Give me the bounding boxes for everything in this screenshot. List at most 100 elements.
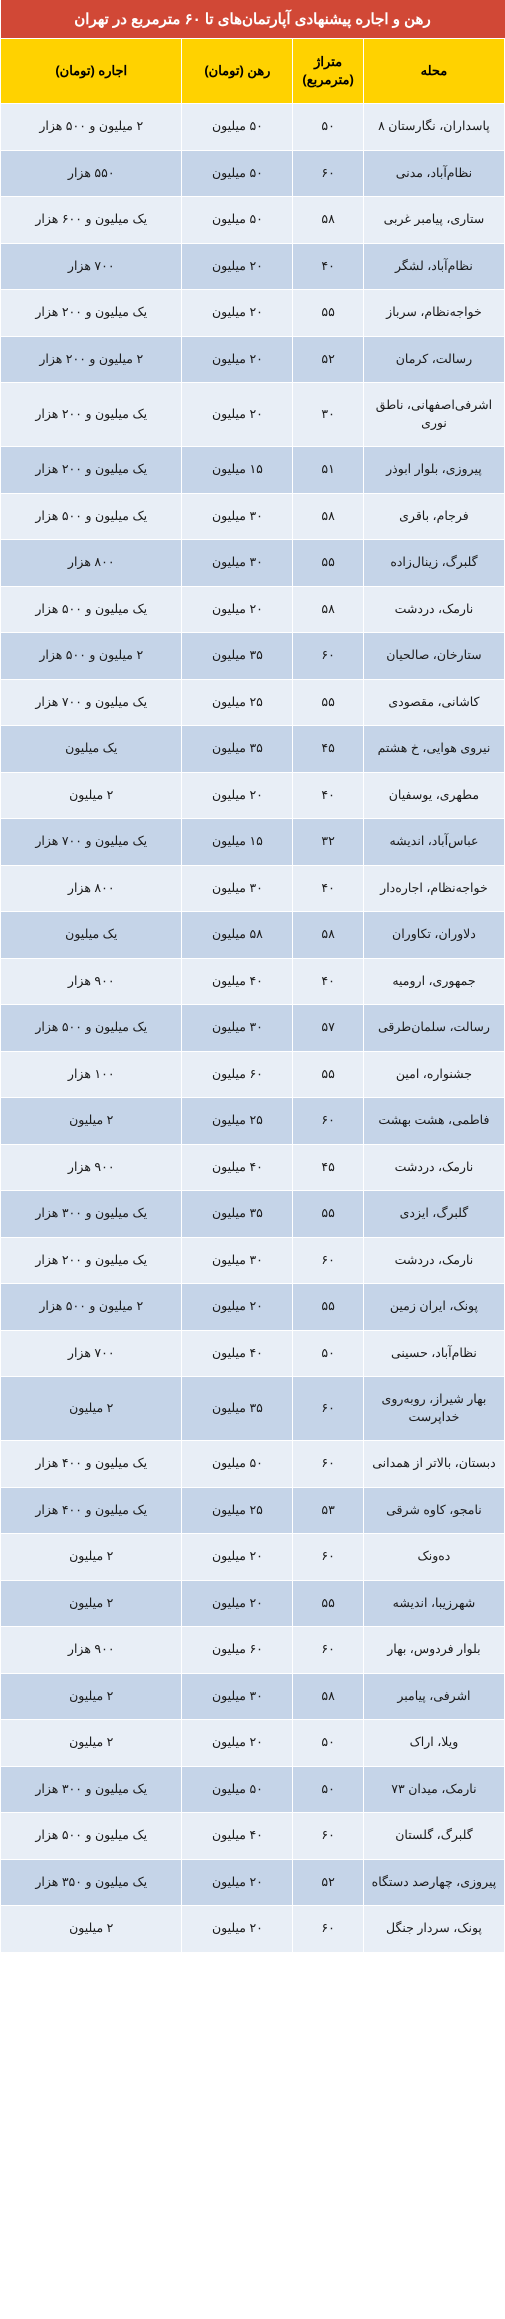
cell-deposit: ۳۵ میلیون bbox=[182, 1377, 293, 1441]
cell-location: شهرزیبا، اندیشه bbox=[363, 1580, 504, 1627]
cell-location: دبستان، بالاتر از همدانی bbox=[363, 1441, 504, 1488]
cell-area: ۴۵ bbox=[293, 726, 364, 773]
table-row: فاطمی، هشت بهشت۶۰۲۵ میلیون۲ میلیون bbox=[1, 1098, 505, 1145]
table-row: جمهوری، ارومیه۴۰۴۰ میلیون۹۰۰ هزار bbox=[1, 958, 505, 1005]
cell-location: نظام‌آباد، حسینی bbox=[363, 1330, 504, 1377]
cell-area: ۵۰ bbox=[293, 104, 364, 151]
cell-location: گلبرگ، گلستان bbox=[363, 1813, 504, 1860]
cell-area: ۵۰ bbox=[293, 1766, 364, 1813]
cell-area: ۵۸ bbox=[293, 493, 364, 540]
cell-location: نیروی هوایی، خ هشتم bbox=[363, 726, 504, 773]
cell-location: ستارخان، صالحیان bbox=[363, 633, 504, 680]
cell-rent: ۷۰۰ هزار bbox=[1, 243, 182, 290]
table-row: پیروزی، چهارصد دستگاه۵۲۲۰ میلیونیک میلیو… bbox=[1, 1859, 505, 1906]
cell-deposit: ۲۰ میلیون bbox=[182, 1859, 293, 1906]
cell-deposit: ۳۰ میلیون bbox=[182, 1005, 293, 1052]
cell-location: پونک، ایران زمین bbox=[363, 1284, 504, 1331]
cell-deposit: ۱۵ میلیون bbox=[182, 819, 293, 866]
table-row: گلبرگ، گلستان۶۰۴۰ میلیونیک میلیون و ۵۰۰ … bbox=[1, 1813, 505, 1860]
cell-area: ۴۰ bbox=[293, 958, 364, 1005]
table-row: پیروزی، بلوار ابوذر۵۱۱۵ میلیونیک میلیون … bbox=[1, 447, 505, 494]
cell-deposit: ۳۵ میلیون bbox=[182, 1191, 293, 1238]
cell-rent: یک میلیون و ۲۰۰ هزار bbox=[1, 383, 182, 447]
cell-location: مطهری، یوسفیان bbox=[363, 772, 504, 819]
table-row: ویلا، اراک۵۰۲۰ میلیون۲ میلیون bbox=[1, 1720, 505, 1767]
table-row: نارمک، دردشت۶۰۳۰ میلیونیک میلیون و ۲۰۰ ه… bbox=[1, 1237, 505, 1284]
cell-rent: ۸۰۰ هزار bbox=[1, 540, 182, 587]
cell-location: خواجه‌نظام، سرباز bbox=[363, 290, 504, 337]
cell-deposit: ۵۰ میلیون bbox=[182, 150, 293, 197]
cell-rent: ۲ میلیون bbox=[1, 1580, 182, 1627]
cell-rent: ۲ میلیون bbox=[1, 1673, 182, 1720]
cell-location: جمهوری، ارومیه bbox=[363, 958, 504, 1005]
cell-area: ۶۰ bbox=[293, 1906, 364, 1953]
cell-deposit: ۴۰ میلیون bbox=[182, 1144, 293, 1191]
cell-area: ۶۰ bbox=[293, 1098, 364, 1145]
cell-deposit: ۵۰ میلیون bbox=[182, 1441, 293, 1488]
cell-location: فرجام، باقری bbox=[363, 493, 504, 540]
table-title: رهن و اجاره پیشنهادی آپارتمان‌های تا ۶۰ … bbox=[1, 0, 505, 39]
cell-deposit: ۳۰ میلیون bbox=[182, 493, 293, 540]
cell-deposit: ۳۵ میلیون bbox=[182, 726, 293, 773]
cell-deposit: ۳۰ میلیون bbox=[182, 540, 293, 587]
cell-deposit: ۵۸ میلیون bbox=[182, 912, 293, 959]
cell-deposit: ۴۰ میلیون bbox=[182, 1813, 293, 1860]
cell-rent: یک میلیون و ۴۰۰ هزار bbox=[1, 1487, 182, 1534]
table-row: اشرفی، پیامبر۵۸۳۰ میلیون۲ میلیون bbox=[1, 1673, 505, 1720]
cell-location: نامجو، کاوه شرقی bbox=[363, 1487, 504, 1534]
cell-rent: یک میلیون و ۶۰۰ هزار bbox=[1, 197, 182, 244]
cell-location: کاشانی، مقصودی bbox=[363, 679, 504, 726]
cell-location: نظام‌آباد، مدنی bbox=[363, 150, 504, 197]
cell-area: ۶۰ bbox=[293, 1237, 364, 1284]
cell-deposit: ۱۵ میلیون bbox=[182, 447, 293, 494]
cell-location: پونک، سردار جنگل bbox=[363, 1906, 504, 1953]
cell-area: ۶۰ bbox=[293, 1441, 364, 1488]
cell-deposit: ۳۰ میلیون bbox=[182, 1673, 293, 1720]
table-row: ده‌ونک۶۰۲۰ میلیون۲ میلیون bbox=[1, 1534, 505, 1581]
cell-deposit: ۲۰ میلیون bbox=[182, 290, 293, 337]
cell-rent: یک میلیون و ۳۰۰ هزار bbox=[1, 1191, 182, 1238]
cell-rent: ۲ میلیون bbox=[1, 1720, 182, 1767]
cell-area: ۳۰ bbox=[293, 383, 364, 447]
cell-rent: ۹۰۰ هزار bbox=[1, 1144, 182, 1191]
cell-deposit: ۲۵ میلیون bbox=[182, 1098, 293, 1145]
table-row: رسالت، سلمان‌طرقی۵۷۳۰ میلیونیک میلیون و … bbox=[1, 1005, 505, 1052]
cell-area: ۵۸ bbox=[293, 197, 364, 244]
header-deposit: رهن (تومان) bbox=[182, 39, 293, 104]
cell-deposit: ۲۰ میلیون bbox=[182, 586, 293, 633]
cell-location: دلاوران، تکاوران bbox=[363, 912, 504, 959]
cell-location: اشرفی، پیامبر bbox=[363, 1673, 504, 1720]
cell-rent: ۲ میلیون bbox=[1, 1534, 182, 1581]
cell-deposit: ۶۰ میلیون bbox=[182, 1627, 293, 1674]
table-row: بلوار فردوس، بهار۶۰۶۰ میلیون۹۰۰ هزار bbox=[1, 1627, 505, 1674]
table-row: شهرزیبا، اندیشه۵۵۲۰ میلیون۲ میلیون bbox=[1, 1580, 505, 1627]
cell-rent: یک میلیون و ۵۰۰ هزار bbox=[1, 1813, 182, 1860]
cell-area: ۵۵ bbox=[293, 1580, 364, 1627]
table-header-row: محله متراژ (مترمربع) رهن (تومان) اجاره (… bbox=[1, 39, 505, 104]
table-row: عباس‌آباد، اندیشه۳۲۱۵ میلیونیک میلیون و … bbox=[1, 819, 505, 866]
cell-rent: ۷۰۰ هزار bbox=[1, 1330, 182, 1377]
cell-deposit: ۲۰ میلیون bbox=[182, 1906, 293, 1953]
cell-rent: ۲ میلیون و ۵۰۰ هزار bbox=[1, 104, 182, 151]
cell-rent: یک میلیون bbox=[1, 726, 182, 773]
cell-area: ۵۵ bbox=[293, 1051, 364, 1098]
cell-location: نارمک، میدان ۷۳ bbox=[363, 1766, 504, 1813]
cell-location: پیروزی، چهارصد دستگاه bbox=[363, 1859, 504, 1906]
cell-rent: ۵۵۰ هزار bbox=[1, 150, 182, 197]
cell-deposit: ۲۵ میلیون bbox=[182, 1487, 293, 1534]
cell-location: ده‌ونک bbox=[363, 1534, 504, 1581]
cell-area: ۵۰ bbox=[293, 1330, 364, 1377]
cell-rent: یک میلیون و ۲۰۰ هزار bbox=[1, 290, 182, 337]
table-row: نارمک، میدان ۷۳۵۰۵۰ میلیونیک میلیون و ۳۰… bbox=[1, 1766, 505, 1813]
table-row: دلاوران، تکاوران۵۸۵۸ میلیونیک میلیون bbox=[1, 912, 505, 959]
cell-rent: ۲ میلیون bbox=[1, 772, 182, 819]
table-title-row: رهن و اجاره پیشنهادی آپارتمان‌های تا ۶۰ … bbox=[1, 0, 505, 39]
table-row: پونک، ایران زمین۵۵۲۰ میلیون۲ میلیون و ۵۰… bbox=[1, 1284, 505, 1331]
table-row: مطهری، یوسفیان۴۰۲۰ میلیون۲ میلیون bbox=[1, 772, 505, 819]
cell-area: ۶۰ bbox=[293, 150, 364, 197]
table-row: نارمک، دردشت۵۸۲۰ میلیونیک میلیون و ۵۰۰ ه… bbox=[1, 586, 505, 633]
cell-deposit: ۲۵ میلیون bbox=[182, 679, 293, 726]
cell-area: ۵۸ bbox=[293, 1673, 364, 1720]
table-row: نیروی هوایی، خ هشتم۴۵۳۵ میلیونیک میلیون bbox=[1, 726, 505, 773]
table-row: نظام‌آباد، مدنی۶۰۵۰ میلیون۵۵۰ هزار bbox=[1, 150, 505, 197]
